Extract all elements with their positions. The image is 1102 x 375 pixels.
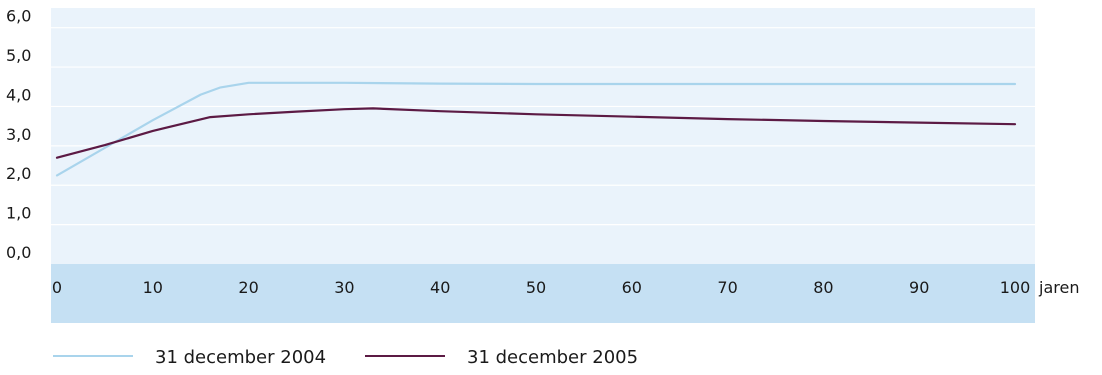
y-tick-label: 5,0 (6, 46, 31, 65)
x-tick-label: 30 (334, 278, 354, 297)
legend-label: 31 december 2004 (155, 347, 326, 368)
y-tick-label: 0,0 (6, 243, 31, 262)
plot-background (51, 8, 1035, 264)
legend-label: 31 december 2005 (467, 347, 638, 368)
x-tick-label: 90 (909, 278, 929, 297)
x-tick-label: 50 (526, 278, 546, 297)
y-tick-label: 1,0 (6, 204, 31, 223)
x-tick-label: 10 (143, 278, 163, 297)
y-axis-ticks: 0,0 1,0 2,0 3,0 4,0 5,0 6,0 (6, 7, 31, 262)
x-tick-label: 80 (813, 278, 833, 297)
x-axis-label: jaren (1038, 278, 1079, 297)
x-tick-label: 40 (430, 278, 450, 297)
x-tick-label: 20 (238, 278, 258, 297)
legend: 31 december 2004 31 december 2005 (53, 347, 638, 368)
x-tick-label: 60 (622, 278, 642, 297)
y-tick-label: 3,0 (6, 125, 31, 144)
x-tick-label: 0 (52, 278, 62, 297)
y-tick-label: 6,0 (6, 7, 31, 26)
x-tick-label: 70 (717, 278, 737, 297)
y-tick-label: 2,0 (6, 164, 31, 183)
y-tick-label: 4,0 (6, 85, 31, 104)
x-tick-label: 100 (1000, 278, 1031, 297)
